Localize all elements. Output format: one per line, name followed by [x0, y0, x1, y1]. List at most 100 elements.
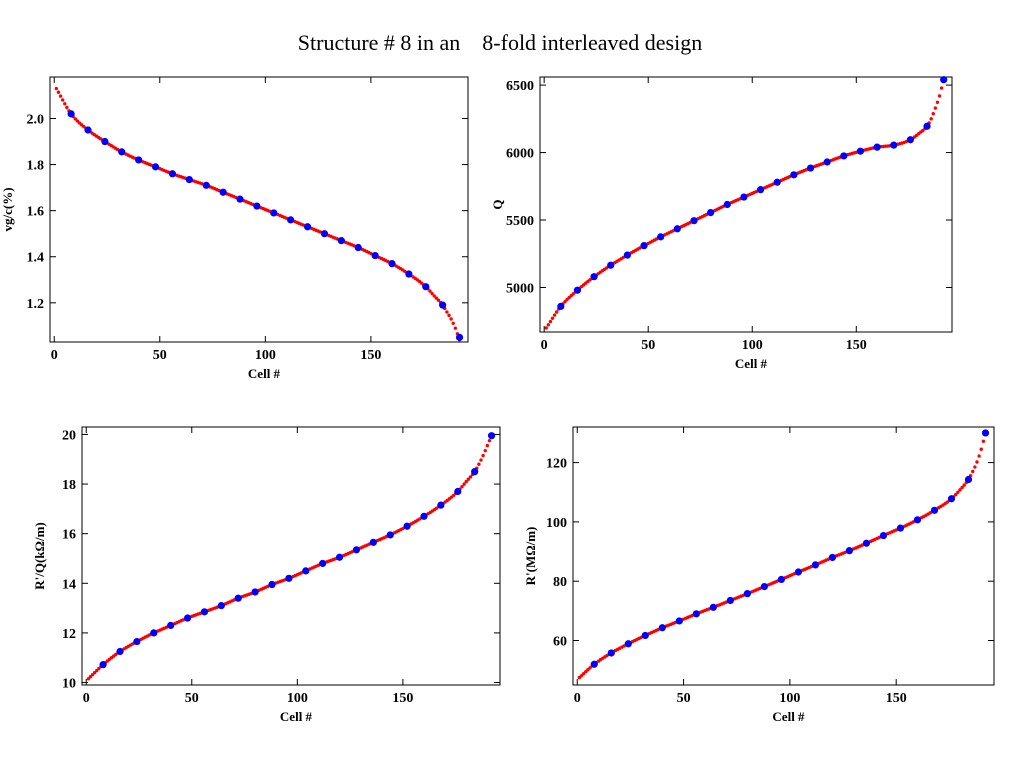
data-point [270, 209, 278, 217]
curve-point [477, 462, 481, 466]
curve-point [485, 443, 490, 448]
data-point [437, 501, 445, 509]
x-axis-label: Cell # [248, 366, 281, 381]
curve-point [971, 469, 975, 474]
data-point [557, 302, 565, 310]
data-point [422, 283, 430, 291]
y-tick-label: 12 [62, 627, 76, 642]
y-tick-label: 20 [62, 428, 76, 443]
y-tick-label: 100 [546, 516, 567, 531]
data-point [823, 158, 831, 166]
data-point [607, 261, 615, 269]
curve-point [958, 488, 962, 492]
curve-point [939, 86, 944, 90]
x-tick-label: 150 [392, 691, 413, 706]
x-tick-label: 0 [541, 338, 548, 353]
curve-point [468, 475, 473, 479]
curve-point [579, 673, 584, 678]
curve-point [581, 671, 586, 676]
curve-point [54, 86, 59, 91]
curve-point [975, 460, 979, 464]
y-axis-label: vg/c(%) [0, 187, 15, 231]
data-point [856, 147, 865, 155]
x-axis-label: Cell # [772, 709, 805, 724]
curve-point [449, 317, 453, 321]
y-tick-label: 80 [553, 575, 567, 590]
data-point [118, 148, 126, 156]
data-point [760, 582, 768, 591]
curve-point [432, 294, 436, 298]
curve-point [90, 672, 95, 677]
x-tick-label: 150 [886, 691, 907, 706]
data-point [354, 243, 362, 252]
y-tick-label: 120 [546, 457, 567, 472]
y-tick-label: 1.6 [27, 205, 45, 220]
data-point [133, 637, 141, 646]
curve-point [483, 448, 487, 453]
data-point [455, 333, 464, 341]
curve-point [554, 310, 559, 314]
data-point [150, 629, 158, 637]
data-point [743, 590, 751, 598]
curve-point [954, 492, 958, 497]
data-point [890, 141, 898, 149]
data-point [371, 251, 379, 260]
data-point [185, 175, 193, 184]
data-point [386, 531, 394, 539]
data-point [135, 156, 143, 164]
data-point [319, 559, 327, 568]
data-point [641, 631, 649, 640]
y-tick-label: 5000 [506, 281, 534, 296]
curve-point [60, 98, 65, 102]
data-point [388, 260, 396, 268]
data-point [896, 524, 905, 532]
curve-point [960, 485, 964, 490]
data-point [403, 522, 411, 530]
x-tick-label: 0 [574, 691, 581, 706]
x-tick-label: 100 [742, 338, 763, 353]
curve-point [466, 477, 471, 481]
curve-point [460, 485, 464, 489]
data-point [183, 614, 192, 622]
data-point [790, 171, 798, 179]
data-point [405, 270, 413, 278]
curve-point [973, 465, 977, 469]
data-point [454, 487, 462, 496]
data-point [352, 546, 361, 554]
data-point [940, 76, 948, 84]
data-point [200, 608, 209, 616]
data-point [251, 588, 259, 596]
data-point [337, 237, 345, 245]
curve-point [481, 453, 485, 458]
data-point [219, 188, 227, 196]
data-point [302, 567, 310, 575]
curve-point [92, 670, 97, 675]
y-axis-label: Q [490, 199, 505, 209]
plot-frame [572, 426, 995, 686]
y-tick-label: 60 [553, 635, 567, 650]
curve-point [462, 482, 466, 486]
curve-point [979, 447, 983, 451]
data-point [116, 647, 124, 656]
data-point [675, 617, 683, 625]
curve-point [63, 102, 67, 106]
data-point [624, 640, 632, 648]
data-point [840, 152, 848, 160]
data-point [756, 186, 765, 194]
page-title-part2: 8-fold interleaved design [482, 30, 703, 55]
curve-point [981, 439, 986, 444]
y-tick-label: 16 [62, 528, 76, 543]
data-point [879, 531, 888, 540]
data-point [777, 575, 785, 584]
y-tick-label: 6000 [506, 147, 534, 162]
y-tick-label: 5500 [506, 214, 534, 229]
y-axis-label: R'(MΩ/m) [523, 527, 538, 586]
curve-point [86, 677, 91, 681]
y-tick-label: 18 [62, 478, 76, 493]
curve-point [428, 289, 432, 293]
chart-rq: 0 50 100 150 10 12 14 16 18 20 Cell # R'/Q(kΩ/m) [32, 426, 501, 724]
x-tick-label: 150 [846, 338, 867, 353]
x-tick-label: 150 [360, 348, 381, 363]
data-point [923, 122, 931, 130]
plot-frame [539, 76, 953, 333]
